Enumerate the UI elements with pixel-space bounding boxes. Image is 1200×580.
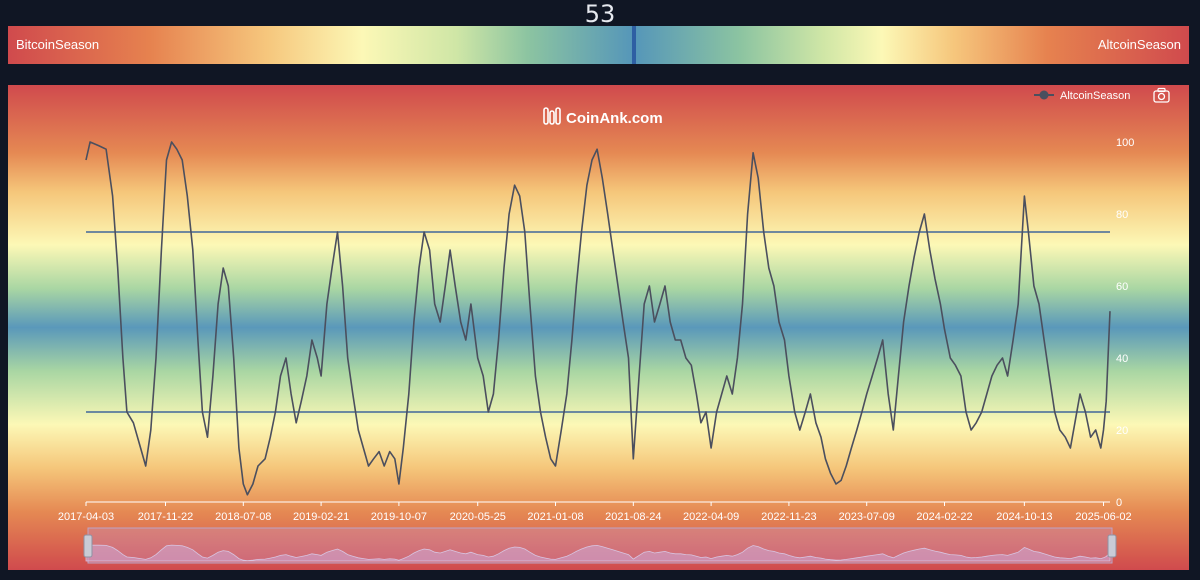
x-tick-label: 2017-11-22 [138,511,193,523]
gauge-right-label: AltcoinSeason [1097,37,1181,52]
x-tick-label: 2019-02-21 [293,511,349,523]
x-tick-label: 2017-04-03 [58,511,114,523]
gauge-left-label: BitcoinSeason [16,37,100,52]
altcoin-season-chart[interactable]: CoinAnk.com AltcoinSeason 0 20 40 60 80 100 2… [8,85,1189,570]
watermark: CoinAnk.com [543,107,663,127]
coinank-logo-icon [543,107,561,125]
y-axis: 0 20 40 60 80 100 [1116,137,1134,509]
x-tick-label: 2020-05-25 [450,511,506,523]
legend-label: AltcoinSeason [1060,90,1130,102]
x-tick-label: 2025-06-02 [1075,511,1131,523]
line-dot-icon [1034,90,1054,100]
y-tick-label: 20 [1116,425,1128,437]
x-axis: 2017-04-03 2017-11-22 2018-07-08 2019-02-21… [58,501,1132,523]
y-tick-label: 100 [1116,137,1134,149]
chart-panel: CoinAnk.com AltcoinSeason 0 20 40 60 80 100 2… [8,85,1189,570]
legend[interactable]: AltcoinSeason [1034,90,1130,102]
camera-icon[interactable] [1153,87,1170,103]
x-tick-label: 2022-04-09 [683,511,739,523]
slider-area [85,544,1111,562]
gauge-marker[interactable] [631,26,636,64]
x-tick-label: 2024-10-13 [996,511,1052,523]
slider-left-handle[interactable] [83,534,93,558]
y-tick-label: 60 [1116,281,1128,293]
season-gauge-bar: BitcoinSeason AltcoinSeason [8,26,1189,64]
threshold-lines [86,231,1110,413]
x-tick-label: 2021-08-24 [605,511,661,523]
x-tick-label: 2023-07-09 [839,511,895,523]
gauge-value: 53 [584,0,616,28]
data-zoom-slider[interactable] [83,527,1117,564]
y-tick-label: 0 [1116,497,1122,509]
x-tick-label: 2021-01-08 [527,511,583,523]
x-tick-label: 2019-10-07 [371,511,427,523]
x-tick-label: 2022-11-23 [761,511,816,523]
x-tick-label: 2024-02-22 [916,511,972,523]
y-tick-label: 80 [1116,209,1128,221]
watermark-text: CoinAnk.com [566,110,663,127]
series-altcoinseason [85,141,1111,496]
series-line [85,141,1111,496]
slider-right-handle[interactable] [1107,534,1117,558]
x-tick-label: 2018-07-08 [215,511,271,523]
y-tick-label: 40 [1116,353,1128,365]
